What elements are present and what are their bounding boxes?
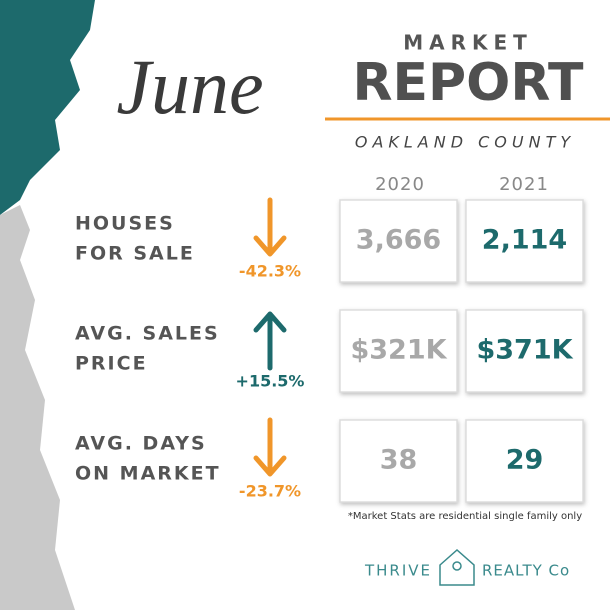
value-box bbox=[465, 419, 584, 503]
year: 2021 bbox=[499, 174, 549, 195]
row-label: HOUSES bbox=[75, 213, 175, 235]
arrow-down bbox=[253, 417, 287, 477]
value-box bbox=[465, 199, 584, 283]
row-label: FOR SALE bbox=[75, 243, 195, 265]
row-label: ON MARKET bbox=[75, 463, 221, 485]
footnote: *Market Stats are residential single fam… bbox=[348, 511, 582, 522]
logo-right: REALTY Co bbox=[482, 562, 570, 580]
value: $371K bbox=[476, 335, 573, 366]
value: $321K bbox=[350, 335, 447, 366]
year: 2020 bbox=[375, 174, 425, 195]
arrow-down bbox=[253, 197, 287, 257]
logo-house bbox=[439, 548, 475, 586]
change: -42.3% bbox=[239, 262, 301, 281]
title-main: REPORT bbox=[352, 53, 584, 113]
value-box bbox=[339, 419, 458, 503]
gray-brush bbox=[0, 205, 75, 610]
teal-brush bbox=[0, 0, 95, 215]
change: -23.7% bbox=[239, 482, 301, 501]
value: 2,114 bbox=[482, 225, 567, 256]
subtitle: OAKLAND COUNTY bbox=[355, 133, 575, 152]
change: +15.5% bbox=[236, 372, 305, 391]
arrow-up bbox=[253, 311, 287, 371]
row-label: PRICE bbox=[75, 353, 148, 375]
row-label: AVG. DAYS bbox=[75, 433, 207, 455]
logo-left: THRIVE bbox=[364, 562, 432, 580]
month: June bbox=[116, 43, 263, 130]
logo-key bbox=[452, 561, 462, 571]
value: 38 bbox=[380, 445, 418, 476]
value-box bbox=[339, 199, 458, 283]
value-box bbox=[339, 309, 458, 393]
value: 3,666 bbox=[356, 225, 441, 256]
value: 29 bbox=[506, 445, 544, 476]
value-box bbox=[465, 309, 584, 393]
title-top: MARKET bbox=[403, 31, 533, 55]
row-label: AVG. SALES bbox=[75, 323, 220, 345]
